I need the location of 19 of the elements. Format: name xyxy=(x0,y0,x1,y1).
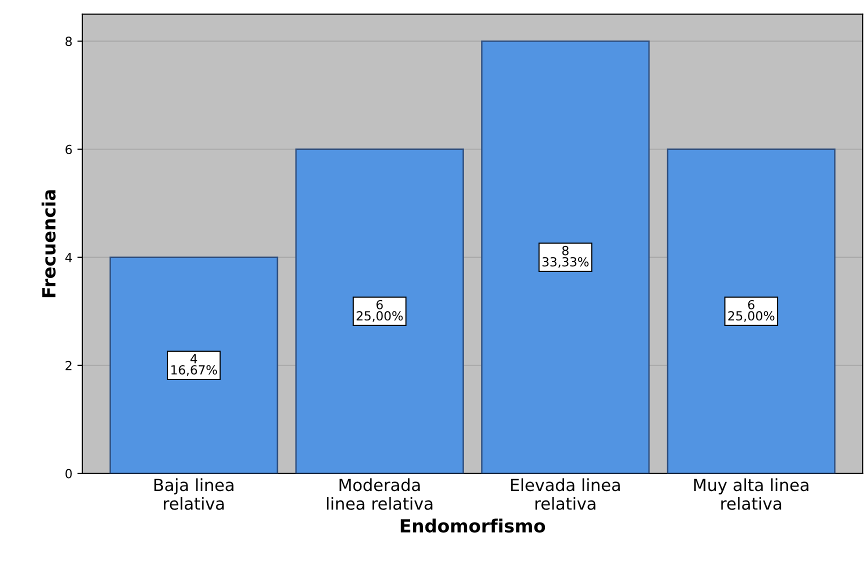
x-axis-title: Endomorfismo xyxy=(400,518,546,533)
y-tick-label: 0 xyxy=(66,468,72,478)
y-tick-label: 4 xyxy=(65,252,72,262)
y-tick-label: 8 xyxy=(66,36,72,46)
x-tick-label: Elevada linea relativa xyxy=(511,478,620,510)
x-tick-label: Baja linea relativa xyxy=(154,478,234,510)
y-tick-label: 2 xyxy=(66,360,72,370)
data-label: 6 25,00% xyxy=(356,300,403,322)
x-tick-label: Muy alta linea relativa xyxy=(694,478,808,510)
data-label: 4 16,67% xyxy=(171,354,217,376)
bar xyxy=(666,148,836,474)
bar xyxy=(295,148,464,474)
x-tick-label: Moderada linea relativa xyxy=(326,478,432,510)
y-axis-title: Frecuencia xyxy=(42,190,56,298)
y-tick-label: 6 xyxy=(66,144,72,154)
data-label: 8 33,33% xyxy=(542,246,589,268)
data-label: 6 25,00% xyxy=(728,300,774,322)
bar xyxy=(481,40,650,474)
bar xyxy=(110,256,278,474)
